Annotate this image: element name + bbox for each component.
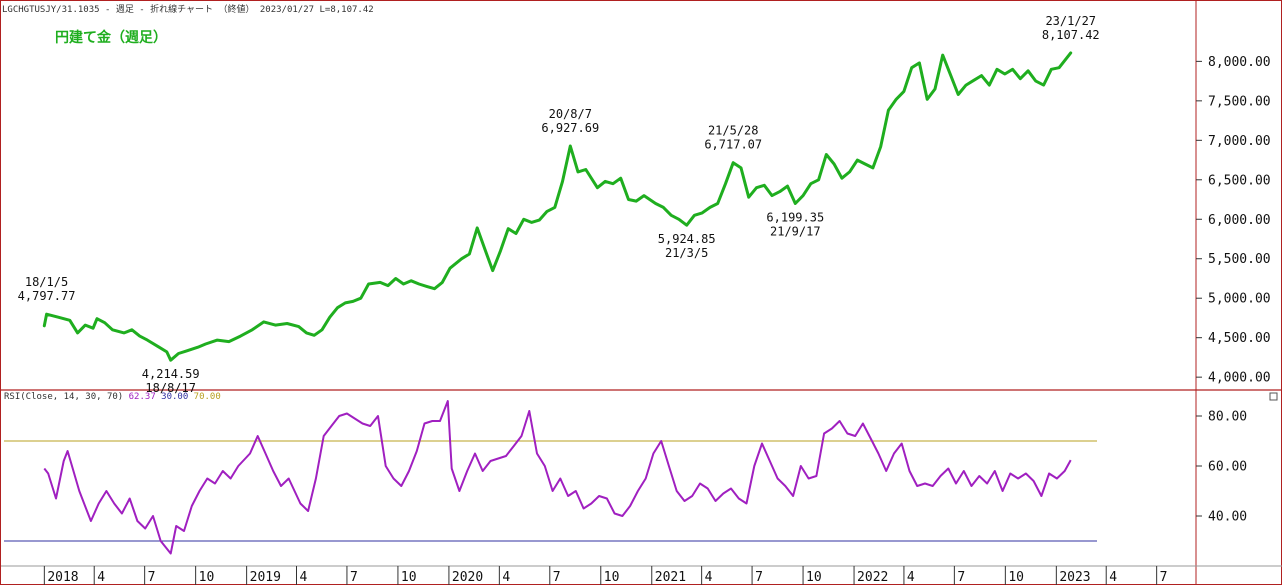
price-tick-label: 6,500.00: [1208, 173, 1271, 188]
annotation-value: 6,927.69: [541, 121, 599, 135]
price-tick-label: 5,500.00: [1208, 252, 1271, 267]
annotation-date: 21/5/28: [708, 124, 759, 138]
annotation-date: 20/8/7: [549, 107, 592, 121]
header-last-value: L=8,107.42: [319, 5, 374, 15]
x-tick-label: 2018: [47, 570, 78, 585]
price-tick-label: 7,000.00: [1208, 134, 1271, 149]
value-kind-label: （終値）: [218, 5, 255, 15]
price-tick-label: 4,500.00: [1208, 331, 1271, 346]
x-tick-label: 4: [705, 570, 713, 585]
annotation-value: 6,717.07: [704, 138, 762, 152]
x-tick-label: 10: [1008, 570, 1024, 585]
price-annotation: 20/8/76,927.69: [541, 107, 599, 135]
x-tick-label: 4: [300, 570, 308, 585]
annotation-value: 8,107.42: [1042, 28, 1100, 42]
annotation-date: 18/1/5: [25, 275, 68, 289]
x-tick-label: 10: [401, 570, 417, 585]
price-tick-label: 8,000.00: [1208, 55, 1271, 70]
x-tick-label: 4: [1109, 570, 1117, 585]
chart-header: LGCHGTUSJY/31.1035 - 週足 - 折れ線チャート （終値） 2…: [2, 5, 374, 15]
chart-kind-label: 折れ線チャート: [150, 5, 214, 15]
rsi-tick-label: 60.00: [1208, 460, 1247, 475]
annotation-date: 21/9/17: [770, 225, 821, 239]
rsi-series-line: [43, 400, 1072, 555]
rsi-current-value: 62.37: [128, 392, 156, 402]
rsi-lower-band-value: 30.00: [161, 392, 189, 402]
x-tick-label: 4: [502, 570, 510, 585]
x-tick-label: 4: [97, 570, 105, 585]
x-tick-label: 10: [806, 570, 822, 585]
rsi-tick-label: 80.00: [1208, 410, 1247, 425]
price-tick-label: 5,000.00: [1208, 292, 1271, 307]
price-annotation: 23/1/278,107.42: [1042, 14, 1100, 42]
x-tick-label: 7: [350, 570, 358, 585]
annotation-value: 5,924.85: [658, 232, 716, 246]
annotation-value: 6,199.35: [766, 211, 824, 225]
x-tick-label: 7: [755, 570, 763, 585]
rsi-header: RSI(Close, 14, 30, 70) 62.37 30.00 70.00: [4, 392, 221, 402]
period-label: 週足: [115, 5, 134, 15]
x-tick-label: 2022: [857, 570, 888, 585]
x-tick-label: 7: [553, 570, 561, 585]
rsi-upper-band-value: 70.00: [193, 392, 221, 402]
panel-resize-button: [1269, 392, 1278, 401]
rsi-tick-label: 40.00: [1208, 510, 1247, 525]
annotation-date: 18/8/17: [145, 381, 196, 395]
price-annotation: 18/1/54,797.77: [18, 275, 76, 303]
x-tick-label: 7: [148, 570, 156, 585]
x-tick-label: 4: [907, 570, 915, 585]
x-tick-label: 7: [957, 570, 965, 585]
price-tick-label: 6,000.00: [1208, 213, 1271, 228]
annotation-date: 23/1/27: [1045, 14, 1096, 28]
price-tick-label: 4,000.00: [1208, 371, 1271, 386]
annotation-date: 21/3/5: [665, 246, 708, 260]
price-annotation: 21/5/286,717.07: [704, 124, 762, 152]
x-tick-label: 7: [1160, 570, 1168, 585]
price-tick-label: 7,500.00: [1208, 94, 1271, 109]
x-tick-label: 2019: [250, 570, 281, 585]
x-tick-label: 2021: [655, 570, 686, 585]
x-tick-label: 2023: [1059, 570, 1090, 585]
chart-subtitle: 円建て金（週足）: [55, 30, 167, 46]
x-tick-label: 2020: [452, 570, 483, 585]
annotation-value: 4,214.59: [142, 367, 200, 381]
x-tick-label: 10: [199, 570, 215, 585]
header-date: 2023/01/27: [259, 5, 315, 15]
annotation-value: 4,797.77: [18, 289, 76, 303]
x-tick-label: 10: [604, 570, 620, 585]
symbol-label: LGCHGTUSJY/31.1035: [2, 5, 100, 15]
rsi-label: RSI(Close, 14, 30, 70): [4, 392, 124, 402]
price-series-line: [42, 51, 1073, 362]
